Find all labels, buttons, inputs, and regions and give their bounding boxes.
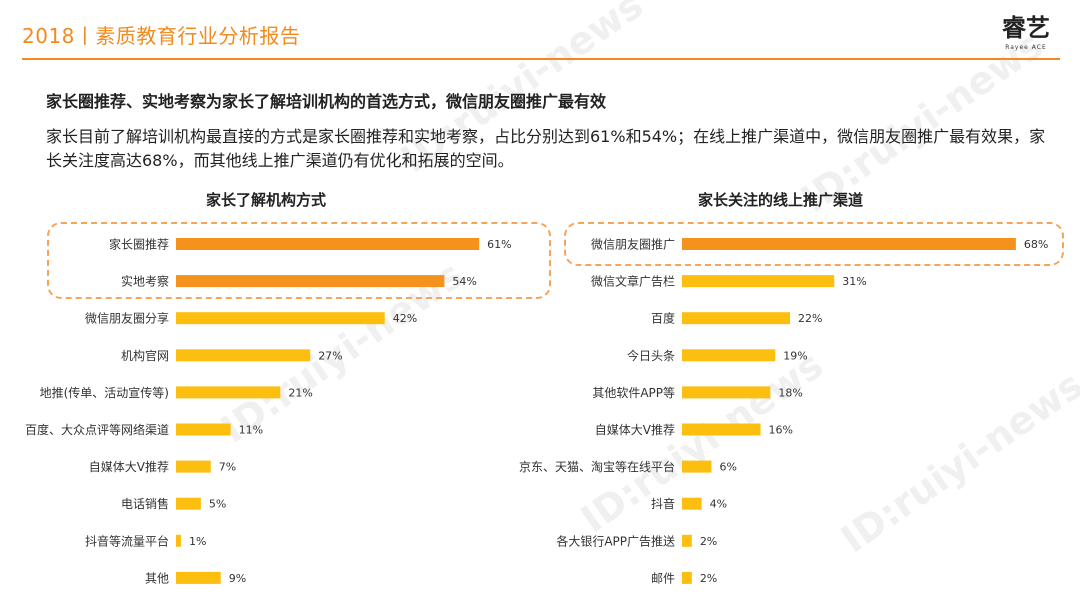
bar [682, 238, 1016, 250]
logo-calligraphy: 睿艺 [1002, 13, 1050, 42]
value-label: 42% [393, 312, 417, 325]
value-label: 61% [487, 238, 511, 251]
value-label: 22% [798, 312, 822, 325]
category-label: 机构官网 [121, 348, 169, 363]
bar [176, 238, 480, 250]
value-label: 11% [239, 424, 263, 437]
page-title: 2018丨素质教育行业分析报告 [22, 24, 301, 48]
chart-title-left: 家长了解机构方式 [206, 191, 327, 209]
bar [176, 534, 181, 547]
category-label: 今日头条 [627, 348, 675, 363]
bar [176, 275, 445, 288]
highlight-box-right [564, 222, 1064, 266]
value-label: 27% [318, 349, 342, 362]
category-label: 百度 [651, 311, 675, 326]
bar [682, 534, 692, 547]
slide-subtitle: 家长圈推荐、实地考察为家长了解培训机构的首选方式，微信朋友圈推广最有效 [46, 92, 607, 111]
category-label: 京东、天猫、淘宝等在线平台 [519, 459, 675, 474]
value-label: 1% [189, 535, 206, 548]
category-label: 微信朋友圈推广 [591, 238, 675, 252]
category-label: 抖音 [651, 496, 675, 511]
chart-title-right: 家长关注的线上推广渠道 [698, 191, 864, 209]
category-label: 实地考察 [121, 274, 169, 289]
category-label: 地推(传单、活动宣传等) [40, 385, 169, 400]
value-label: 5% [209, 498, 226, 511]
category-label: 其他软件APP等 [592, 386, 675, 400]
logo-subtext: Rayee ACE [1005, 44, 1047, 51]
category-label: 微信文章广告栏 [591, 274, 675, 289]
value-label: 4% [710, 498, 727, 511]
page-header: 2018丨素质教育行业分析报告 睿艺 Rayee ACE [0, 0, 1080, 62]
category-label: 百度、大众点评等网络渠道 [25, 422, 169, 437]
value-label: 9% [229, 572, 246, 585]
value-label: 2% [700, 572, 717, 585]
bar [682, 497, 702, 510]
category-label: 自媒体大V推荐 [89, 460, 169, 474]
value-label: 7% [219, 461, 236, 474]
value-label: 19% [783, 349, 807, 362]
value-label: 18% [778, 386, 802, 399]
bar [682, 386, 771, 399]
bar [176, 423, 231, 436]
bar [682, 571, 692, 584]
bar [176, 312, 385, 325]
bar [682, 349, 776, 362]
category-label: 微信朋友圈分享 [85, 311, 169, 326]
category-label: 自媒体大V推荐 [595, 423, 675, 437]
category-label: 电话销售 [121, 496, 169, 511]
category-label: 各大银行APP广告推送 [556, 533, 675, 548]
value-label: 21% [288, 386, 312, 399]
category-label: 抖音等流量平台 [85, 533, 169, 548]
bar [176, 571, 221, 584]
value-label: 31% [842, 275, 866, 288]
value-label: 2% [700, 535, 717, 548]
bar [682, 423, 761, 436]
value-label: 68% [1024, 238, 1048, 251]
bar [176, 386, 281, 399]
slide-description: 家长目前了解培训机构最直接的方式是家长圈推荐和实地考察，占比分别达到61%和54… [46, 127, 1046, 170]
bar [176, 497, 201, 510]
bar [176, 349, 311, 362]
category-label: 其他 [145, 571, 169, 585]
bar [682, 275, 835, 288]
header-divider [22, 58, 1060, 60]
brand-logo: 睿艺 Rayee ACE [996, 14, 1056, 58]
highlight-box-left [47, 222, 551, 299]
bar [682, 312, 791, 325]
value-label: 54% [452, 275, 476, 288]
category-label: 邮件 [651, 571, 675, 585]
value-label: 6% [719, 461, 736, 474]
bar [682, 460, 712, 473]
value-label: 16% [769, 424, 793, 437]
category-label: 家长圈推荐 [109, 237, 169, 252]
bar [176, 460, 211, 473]
